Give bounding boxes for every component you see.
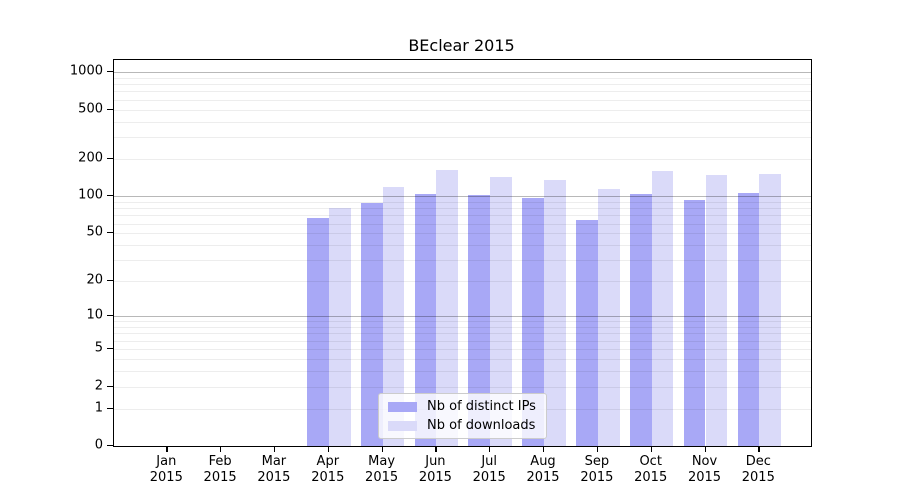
gridline-7	[114, 333, 811, 335]
legend-row-downloads: Nb of downloads	[388, 418, 536, 433]
gridline-3	[114, 371, 811, 372]
bar-nb-of-distinct-ips-aug	[522, 197, 544, 446]
y-tick-label-2: 2	[94, 378, 103, 393]
y-tick-label-1000: 1000	[69, 63, 103, 79]
x-tick-label-nov: Nov 2015	[687, 454, 722, 485]
bar-nb-of-distinct-ips-sep	[576, 220, 598, 446]
grid-layer	[114, 60, 811, 446]
legend-swatch-downloads-icon	[388, 420, 417, 431]
gridline-70	[114, 215, 811, 217]
bar-nb-of-distinct-ips-nov	[683, 199, 706, 446]
x-tick-label-jun: Jun 2015	[418, 454, 452, 485]
y-tick-label-500: 500	[78, 101, 103, 116]
x-tick-label-aug: Aug 2015	[526, 454, 560, 485]
bar-nb-of-downloads-jul	[490, 177, 512, 446]
y-tick-label-50: 50	[86, 224, 103, 240]
legend-row-distinct-ips: Nb of distinct IPs	[388, 399, 536, 414]
bar-nb-of-downloads-oct	[651, 170, 674, 446]
bar-nb-of-downloads-aug	[544, 180, 566, 446]
x-tick-label-dec: Dec 2015	[741, 454, 775, 485]
gridline-9	[114, 321, 811, 323]
y-tick-label-1: 1	[94, 400, 103, 415]
gridline-200	[114, 158, 811, 160]
bar-nb-of-downloads-sep	[597, 189, 620, 446]
bar-nb-of-distinct-ips-oct	[629, 193, 652, 446]
gridline-900	[114, 77, 811, 79]
gridline-30	[114, 260, 811, 262]
y-tick-label-5: 5	[94, 340, 103, 356]
gridline-2	[114, 386, 811, 388]
x-tick-label-sep: Sep 2015	[580, 454, 614, 485]
y-tick-label-10: 10	[86, 307, 103, 323]
gridline-8	[114, 327, 811, 329]
gridline-600	[114, 99, 811, 101]
bar-nb-of-downloads-apr	[328, 208, 351, 446]
bar-nb-of-downloads-nov	[705, 175, 728, 446]
gridline-50	[114, 233, 811, 235]
x-tick-label-feb: Feb 2015	[203, 454, 237, 485]
bar-nb-of-downloads-jun	[436, 170, 459, 446]
gridline-40	[114, 245, 811, 246]
gridline-60	[114, 223, 811, 225]
plot-area	[113, 59, 812, 447]
bar-nb-of-distinct-ips-jul	[468, 195, 491, 446]
gridline-5	[114, 349, 811, 350]
gridline-4	[114, 358, 811, 360]
y-tick-label-0: 0	[94, 437, 103, 453]
gridline-100	[114, 196, 811, 198]
gridline-20	[114, 281, 811, 283]
bar-nb-of-downloads-dec	[759, 174, 782, 446]
x-tick-label-jan: Jan 2015	[149, 454, 183, 485]
y-tick-label-200: 200	[78, 150, 103, 166]
legend-swatch-distinct-ips-icon	[388, 401, 417, 412]
gridline-700	[114, 91, 811, 93]
gridline-300	[114, 137, 811, 139]
bar-nb-of-distinct-ips-apr	[307, 218, 329, 446]
x-tick-label-mar: Mar 2015	[257, 454, 291, 485]
chart-title: BEclear 2015	[408, 36, 515, 55]
bar-nb-of-distinct-ips-jun	[414, 193, 437, 446]
legend-label-downloads: Nb of downloads	[427, 418, 536, 433]
x-tick-label-oct: Oct 2015	[634, 454, 668, 485]
gridline-1000	[114, 72, 811, 73]
gridline-10	[114, 316, 811, 318]
legend-label-distinct-ips: Nb of distinct IPs	[427, 399, 536, 414]
gridline-80	[114, 208, 811, 210]
bars-layer	[114, 60, 811, 446]
gridline-400	[114, 121, 811, 123]
x-tick-label-apr: Apr 2015	[311, 454, 345, 485]
x-tick-label-may: May 2015	[365, 454, 399, 485]
gridline-500	[114, 109, 811, 111]
bar-nb-of-distinct-ips-may	[360, 203, 383, 446]
gridline-6	[114, 340, 811, 342]
x-tick-label-jul: Jul 2015	[472, 454, 506, 485]
gridline-90	[114, 201, 811, 203]
y-tick-label-100: 100	[78, 187, 103, 203]
y-tick-label-20: 20	[86, 272, 103, 288]
gridline-800	[114, 84, 811, 86]
bar-nb-of-downloads-may	[382, 187, 405, 446]
legend: Nb of distinct IPs Nb of downloads	[378, 393, 547, 439]
bar-nb-of-distinct-ips-dec	[737, 192, 760, 446]
